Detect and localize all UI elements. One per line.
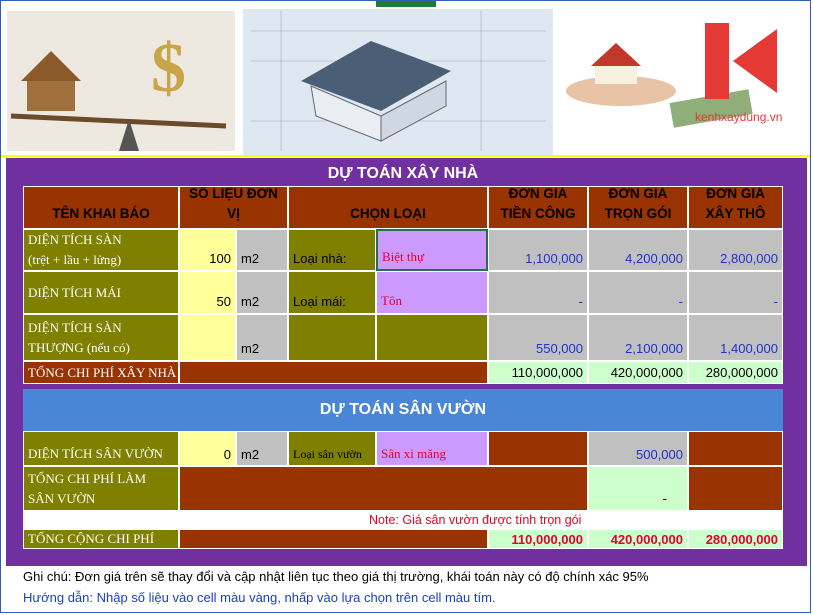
label-line: SÂN VƯỜN <box>28 490 96 506</box>
grand-total-value: 420,000,000 <box>588 529 688 549</box>
unit-price: - <box>688 271 783 314</box>
input-value[interactable]: 0 <box>179 431 236 466</box>
unit-price: 1,400,000 <box>688 314 783 361</box>
label-line: DIỆN TÍCH SÀN <box>28 319 122 335</box>
unit-price: 2,800,000 <box>688 229 783 271</box>
cell <box>179 466 588 511</box>
footer-note: Ghi chú: Đơn giá trên sẽ thay đổi và cập… <box>23 569 649 584</box>
cell <box>488 431 588 466</box>
svg-text:$: $ <box>151 30 186 107</box>
total-value: 420,000,000 <box>588 361 688 384</box>
banner: $ kenhxaydung.vn <box>1 1 810 157</box>
logo-text: kenhxaydung.vn <box>695 110 782 124</box>
unit-price: 2,100,000 <box>588 314 688 361</box>
row-label: DIỆN TÍCH MÁI <box>23 271 179 314</box>
section-title: DỰ TOÁN SÂN VƯỜN <box>23 389 783 431</box>
footer-guide: Hướng dẫn: Nhập số liệu vào cell màu vàn… <box>23 590 496 605</box>
unit-price: 500,000 <box>588 431 688 466</box>
total-value: 280,000,000 <box>688 361 783 384</box>
column-header: SỐ LIỆU ĐƠN VỊ <box>179 186 288 229</box>
label-line: TỔNG CHI PHÍ LÀM <box>28 470 147 486</box>
row-label: DIỆN TÍCH SÀN (trệt + lầu + lửng) <box>23 229 179 271</box>
spacer <box>23 384 783 389</box>
input-value[interactable]: 50 <box>179 271 236 314</box>
label-line: DIỆN TÍCH MÁI <box>28 284 121 300</box>
cell <box>688 431 783 466</box>
type-label <box>288 314 376 361</box>
label-line: DIỆN TÍCH SÀN <box>28 232 122 247</box>
section-title: DỰ TOÁN XÂY NHÀ <box>23 161 783 186</box>
total-value: 110,000,000 <box>488 361 588 384</box>
grand-total-label: TỔNG CỘNG CHI PHÍ <box>23 529 179 549</box>
type-label: Loại sân vườn <box>288 431 376 466</box>
input-value[interactable]: 100 <box>179 229 236 271</box>
type-select[interactable]: Tôn <box>376 271 488 314</box>
unit-price: - <box>488 271 588 314</box>
column-header: CHỌN LOẠI <box>288 186 488 229</box>
column-header: ĐƠN GIÁ TIỀN CÔNG <box>488 186 588 229</box>
cell <box>688 466 783 511</box>
row-label: DIỆN TÍCH SÂN VƯỜN <box>23 431 179 466</box>
total-label: TỔNG CHI PHÍ XÂY NHÀ <box>23 361 179 384</box>
unit: m2 <box>236 229 288 271</box>
type-label: Loại nhà: <box>288 229 376 271</box>
input-value[interactable] <box>179 314 236 361</box>
label-line: (trệt + lầu + lửng) <box>28 252 122 267</box>
column-header: ĐƠN GIÁ TRỌN GÓI <box>588 186 688 229</box>
unit: m2 <box>236 431 288 466</box>
cell <box>179 361 488 384</box>
type-label: Loại mái: <box>288 271 376 314</box>
grand-total-value: 110,000,000 <box>488 529 588 549</box>
column-header: TÊN KHAI BÁO <box>23 186 179 229</box>
total-value: - <box>588 466 688 511</box>
unit-price: 1,100,000 <box>488 229 588 271</box>
unit: m2 <box>236 271 288 314</box>
unit: m2 <box>236 314 288 361</box>
grand-total-value: 280,000,000 <box>688 529 783 549</box>
cell <box>179 529 488 549</box>
unit-price: 4,200,000 <box>588 229 688 271</box>
row-label: TỔNG CHI PHÍ LÀM SÂN VƯỜN <box>23 466 179 511</box>
type-select[interactable]: Biệt thự <box>376 229 488 271</box>
unit-price: - <box>588 271 688 314</box>
note: Note: Giá sân vườn được tính trọn gói <box>23 511 783 529</box>
type-select[interactable]: Sân xi măng <box>376 431 488 466</box>
row-label: DIỆN TÍCH SÀN THƯỢNG (nếu có) <box>23 314 179 361</box>
cell <box>376 314 488 361</box>
unit-price: 550,000 <box>488 314 588 361</box>
label-line: THƯỢNG (nếu có) <box>28 339 130 355</box>
column-header: ĐƠN GIÁ XÂY THÔ <box>688 186 783 229</box>
